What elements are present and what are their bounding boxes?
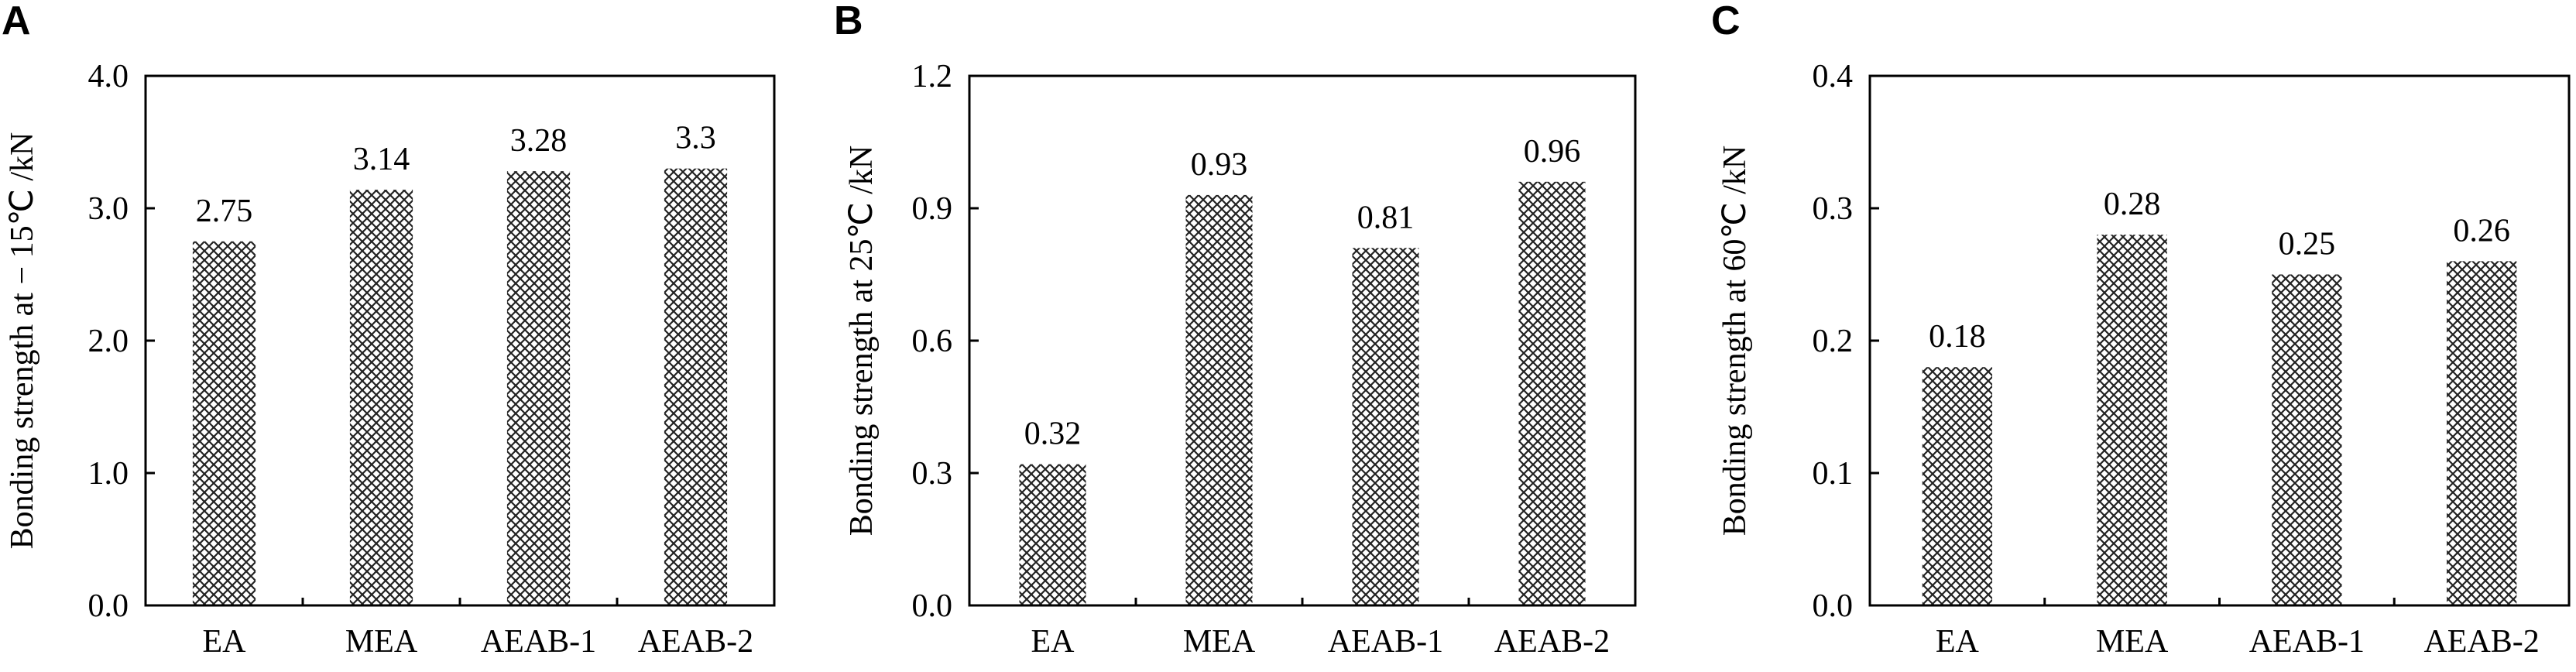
bar-aeab-1 xyxy=(506,171,571,605)
y-tick-label: 0.1 xyxy=(1813,456,1854,492)
panel-letter: C xyxy=(1711,0,1741,43)
bar-ea xyxy=(192,241,256,605)
y-tick-label: 0.6 xyxy=(912,324,953,359)
x-tick-label: AEAB-1 xyxy=(1328,624,1443,660)
y-tick-label: 1.0 xyxy=(88,456,129,492)
plot-frame xyxy=(144,74,776,607)
y-axis-label: Bonding strength at 25℃ /kN xyxy=(844,146,880,536)
x-tick-label: AEAB-2 xyxy=(2423,624,2539,660)
y-tick-label: 0.0 xyxy=(912,588,953,624)
bar-aeab-2 xyxy=(1518,181,1586,606)
x-tick-label: MEA xyxy=(1183,624,1256,660)
x-tick-label: EA xyxy=(203,624,247,660)
y-tick-label: 0.2 xyxy=(1813,324,1854,359)
x-tick-label: MEA xyxy=(2096,624,2169,660)
x-tick-label: EA xyxy=(1936,624,1980,660)
plot-frame xyxy=(1868,74,2571,607)
panel-letter: A xyxy=(2,0,31,43)
bar-value-label: 2.75 xyxy=(196,194,253,229)
bar-value-label: 0.18 xyxy=(1929,319,1986,355)
bar-aeab-2 xyxy=(2446,261,2517,605)
x-tick-label: AEAB-2 xyxy=(638,624,753,660)
bar-value-label: 3.28 xyxy=(510,123,568,159)
y-tick-label: 0.3 xyxy=(912,456,953,492)
y-tick-label: 0.3 xyxy=(1813,191,1854,227)
x-tick-label: AEAB-2 xyxy=(1494,624,1610,660)
bar-ea xyxy=(1922,367,1993,605)
y-tick-label: 4.0 xyxy=(88,59,129,94)
bar-value-label: 0.28 xyxy=(2104,187,2161,222)
x-tick-label: AEAB-1 xyxy=(2249,624,2365,660)
y-tick-label: 1.2 xyxy=(912,59,953,94)
bar-aeab-1 xyxy=(2272,274,2342,605)
chart-panel-b: B 0.0 0.3 0.6 0.9 1.2 0.32 EA 0.93 MEA 0.81 AEAB-1 0… xyxy=(834,0,1637,660)
bar-value-label: 0.96 xyxy=(1524,134,1581,170)
y-axis-label: Bonding strength at − 15℃ /kN xyxy=(5,132,40,550)
bar-value-label: 3.14 xyxy=(353,142,410,177)
y-axis-label: Bonding strength at 60℃ /kN xyxy=(1717,146,1753,536)
bar-mea xyxy=(2097,235,2167,605)
y-tick-label: 2.0 xyxy=(88,324,129,359)
bar-aeab-2 xyxy=(664,168,728,605)
y-tick-label: 0.9 xyxy=(912,191,953,227)
panel-letter: B xyxy=(834,0,863,43)
y-tick-label: 0.4 xyxy=(1813,59,1854,94)
y-tick-label: 0.0 xyxy=(1813,588,1854,624)
bar-value-label: 3.3 xyxy=(675,121,716,156)
y-tick-label: 0.0 xyxy=(88,588,129,624)
bar-value-label: 0.25 xyxy=(2279,227,2336,262)
x-tick-label: AEAB-1 xyxy=(481,624,596,660)
y-tick-label: 3.0 xyxy=(88,191,129,227)
x-tick-label: EA xyxy=(1031,624,1075,660)
bar-value-label: 0.81 xyxy=(1357,200,1415,235)
bar-value-label: 0.32 xyxy=(1024,417,1082,452)
bar-mea xyxy=(349,190,413,605)
bar-value-label: 0.93 xyxy=(1191,147,1248,183)
chart-panel-a: A 0.0 1.0 2.0 3.0 4.0 2.75 EA 3.14 MEA 3.28 AEAB-1 3… xyxy=(2,0,776,660)
chart-panel-c: C 0.0 0.1 0.2 0.3 0.4 0.18 EA 0.28 MEA 0.25 AEAB-1 0… xyxy=(1711,0,2571,660)
plot-frame xyxy=(968,74,1637,607)
bar-value-label: 0.26 xyxy=(2453,213,2510,249)
x-tick-label: MEA xyxy=(345,624,418,660)
bar-aeab-1 xyxy=(1352,248,1419,605)
bar-mea xyxy=(1185,194,1253,605)
bar-ea xyxy=(1019,464,1086,605)
